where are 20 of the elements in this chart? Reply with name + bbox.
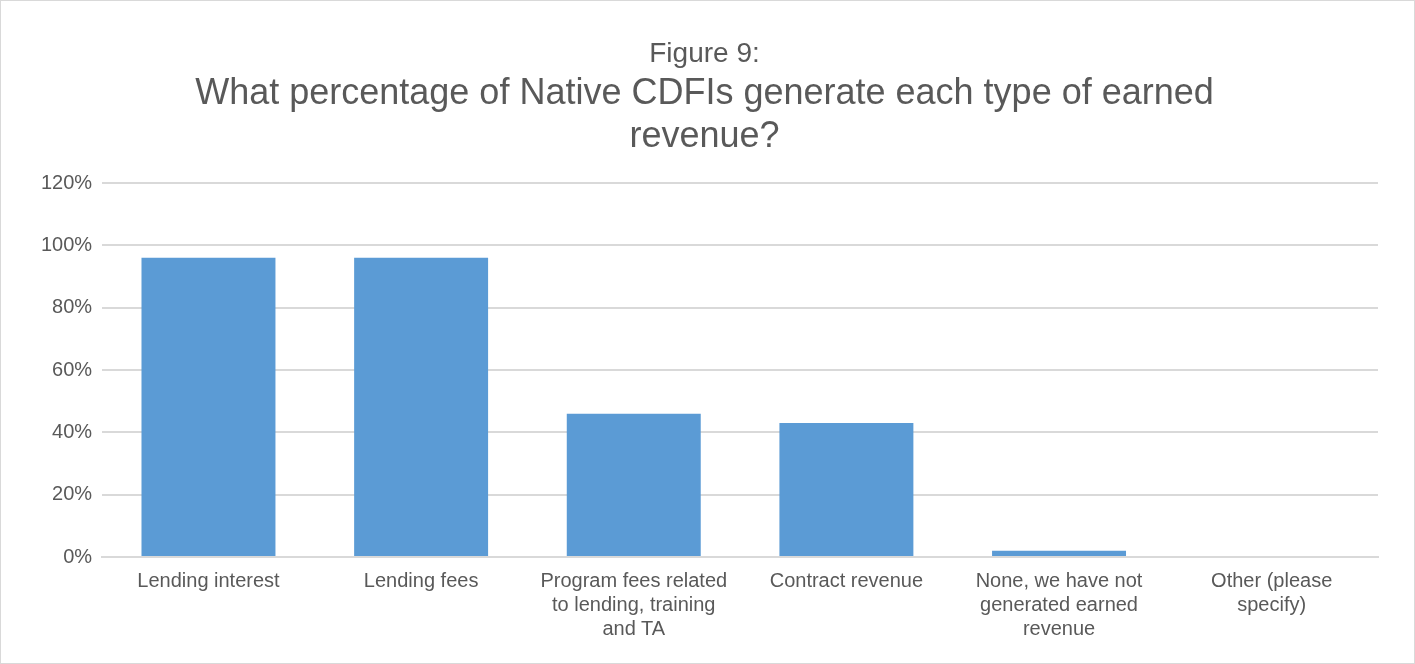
y-tick-label: 120% [41,170,93,193]
bar [141,257,276,556]
chart-title: Figure 9: [649,36,760,68]
y-tick-label: 40% [52,419,93,442]
y-tick-label: 20% [52,482,93,505]
x-tick-label: Contract revenue [769,568,924,591]
bar [566,413,701,556]
x-tick-label: Program fees related to lending, training and TA [540,568,728,639]
y-tick-label: 100% [41,232,93,255]
bar [992,550,1127,556]
y-tick-label: 60% [52,357,93,380]
x-tick-label: None, we have not generated earned revenue [975,568,1143,639]
x-tick-label: Other (please specify) [1211,568,1333,615]
x-tick-label: Lending fees [363,568,479,591]
y-tick-label: 0% [63,544,93,567]
chart-subtitle: What percentage of Native CDFIs generate each type of earned revenue? [195,71,1214,156]
bar [354,257,489,556]
y-tick-label: 80% [52,295,93,318]
x-tick-label: Lending interest [137,568,281,591]
bar [779,422,914,556]
